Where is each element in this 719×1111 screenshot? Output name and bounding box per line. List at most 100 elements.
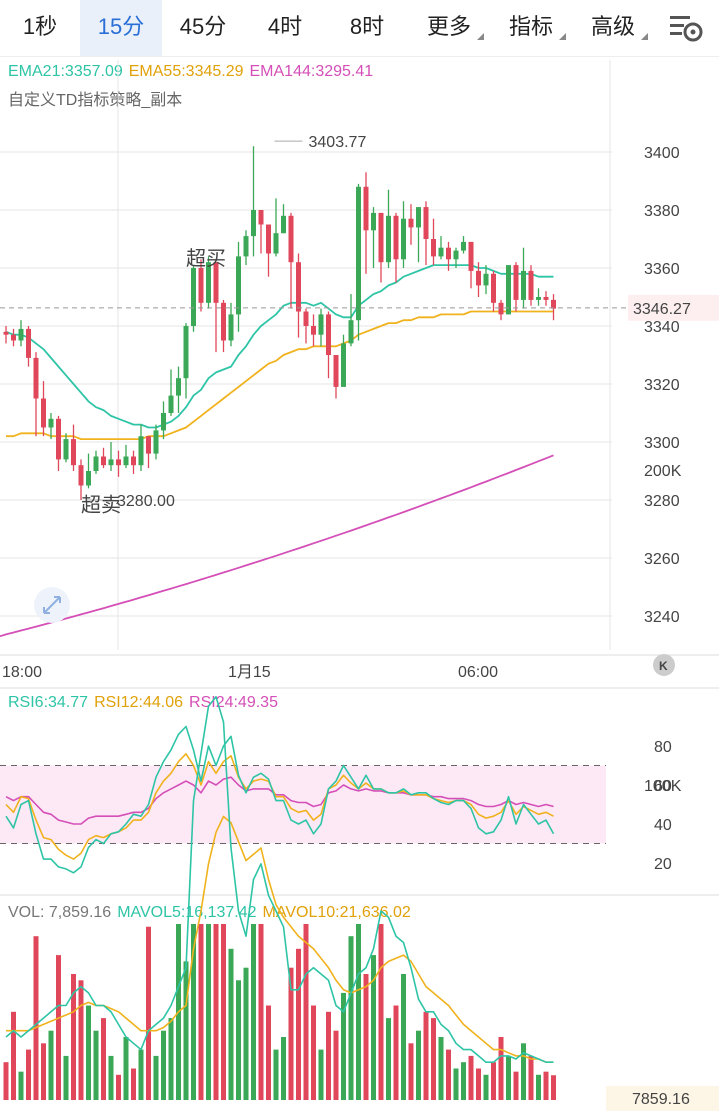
expand-icon (34, 587, 70, 623)
signal-annotation: 超卖 (81, 494, 121, 517)
tab-indicators[interactable]: 指标 (490, 0, 572, 56)
scroll-latest-icon (653, 654, 675, 676)
candle-body (26, 328, 31, 358)
rsi12-label: RSI12:44.06 (94, 694, 184, 711)
volume-bar (168, 1018, 174, 1100)
volume-bar (266, 1005, 271, 1100)
candle-body (408, 218, 414, 228)
tab-more[interactable]: 更多 (408, 0, 490, 56)
volume-bar (33, 936, 39, 1100)
candle-body (303, 311, 309, 326)
candle-body (48, 418, 54, 428)
volume-bar (236, 980, 241, 1100)
candle-body (243, 236, 249, 257)
candle-body (198, 268, 204, 303)
volume-bar (506, 1055, 511, 1100)
interval-tab-bar: 1秒 15分 45分 4时 8时 更多 指标 高级 (0, 0, 719, 57)
price-axis-label: 3400 (644, 145, 680, 162)
tab-1s[interactable]: 1秒 (22, 14, 58, 39)
vol-label: VOL: 7,859.16 (8, 904, 112, 921)
rsi-axis-label: 20 (654, 856, 672, 873)
tab-45m[interactable]: 45分 (179, 14, 227, 39)
tab-advanced[interactable]: 高级 (572, 0, 654, 56)
candle-body (213, 262, 219, 303)
candle-body (93, 456, 99, 471)
signal-annotation: 超买 (186, 247, 226, 270)
rsi-legend: RSI6:34.77 RSI12:44.06 RSI24:49.35 (8, 694, 284, 712)
ema144-label: EMA144:3295.41 (249, 63, 374, 80)
candle-body (438, 247, 444, 257)
candle-body (551, 299, 556, 309)
price-axis-label: 3260 (644, 551, 680, 568)
volume-bar (318, 1049, 324, 1100)
volume-bar (93, 1030, 99, 1100)
volume-bar (56, 955, 61, 1100)
candle-body (63, 439, 69, 460)
volume-bar (438, 1037, 444, 1100)
price-axis-label: 3340 (644, 319, 680, 336)
candle-body (123, 456, 129, 466)
volume-bar (386, 1018, 391, 1100)
volume-bar (191, 924, 196, 1100)
volume-bar (348, 936, 354, 1100)
candle-body (101, 456, 106, 466)
volume-bar (243, 967, 249, 1100)
ema-legend: EMA21:3357.09 EMA55:3345.29 EMA144:3295.41 (8, 63, 379, 81)
dropdown-corner-icon (559, 33, 566, 40)
time-axis-label: 1月15 (228, 664, 271, 681)
volume-bar (108, 1055, 114, 1100)
candle-body (191, 268, 196, 326)
volume-bar (206, 924, 211, 1100)
candle-body (476, 270, 481, 286)
candle-body (506, 265, 511, 315)
last-price-tag (628, 294, 719, 321)
rsi24-label: RSI24:49.35 (189, 694, 278, 711)
candle-body (161, 413, 166, 431)
candle-body (258, 210, 264, 225)
tab-8h[interactable]: 8时 (349, 14, 385, 39)
price-axis-label: 3240 (644, 609, 680, 626)
rsi-line-rsi24 (5, 776, 554, 825)
price-axis-label: 3380 (644, 203, 680, 220)
rsi-axis-label: 80 (654, 739, 672, 756)
volume-bar (26, 1049, 31, 1100)
rsi6-label: RSI6:34.77 (8, 694, 89, 711)
volume-bar (363, 974, 369, 1100)
volume-bar (288, 967, 294, 1100)
candle-body (446, 247, 451, 260)
volume-bar (551, 1075, 556, 1100)
dropdown-corner-icon (641, 33, 648, 40)
rsi-band (0, 765, 606, 844)
candle-body (251, 210, 256, 237)
dropdown-corner-icon (477, 33, 484, 40)
volume-bar (483, 1074, 489, 1100)
rsi-axis-label: 40 (654, 817, 672, 834)
volume-axis-label: 100K (644, 778, 682, 795)
volume-bar (41, 1043, 46, 1100)
volume-bar (461, 1062, 466, 1100)
candle-body (461, 241, 466, 251)
volume-bar (183, 961, 189, 1100)
candle-body (18, 328, 24, 341)
chart-settings-icon[interactable] (666, 10, 706, 46)
candle-body (131, 456, 136, 466)
volume-bar (498, 1037, 504, 1100)
candle-body (56, 418, 61, 460)
candle-body (528, 270, 534, 300)
tab-15m[interactable]: 15分 (80, 0, 162, 56)
tab-4h[interactable]: 4时 (267, 14, 303, 39)
candle-body (491, 273, 496, 303)
candle-body (236, 256, 241, 315)
candle-body (146, 436, 151, 454)
price-axis-label: 3300 (644, 435, 680, 452)
candle-body (138, 436, 144, 466)
candle-body (176, 378, 181, 396)
strategy-label: 自定义TD指标策略_副本 (8, 92, 183, 109)
volume-bar (116, 1074, 121, 1100)
candle-body (536, 297, 541, 300)
candle-body (393, 215, 399, 260)
candle-body (221, 302, 226, 341)
candle-body (348, 320, 354, 344)
volume-bar (303, 924, 309, 1100)
